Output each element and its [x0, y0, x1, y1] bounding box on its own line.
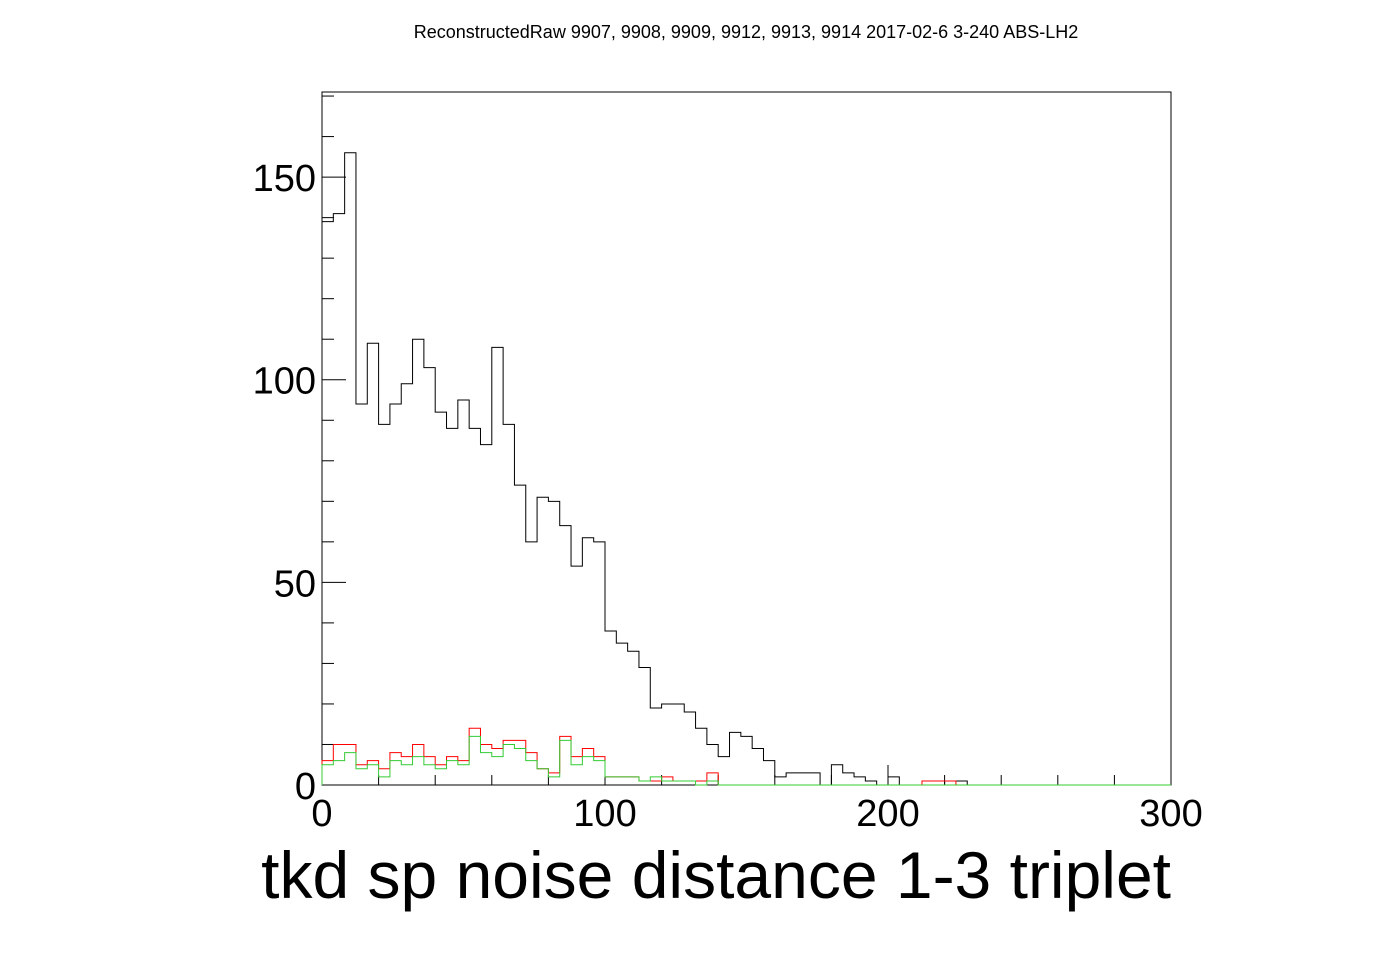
histogram-series-2	[321, 735, 1171, 786]
plot-frame	[321, 91, 1172, 786]
y-tick-label: 100	[253, 361, 316, 403]
y-axis-tick-labels: 0 50 100 150	[253, 158, 316, 808]
x-tick-label: 200	[856, 793, 919, 835]
y-tick-label: 0	[295, 766, 316, 808]
x-axis-tick-labels: 0 100 200 300	[311, 793, 1202, 835]
x-tick-label: 0	[311, 793, 332, 835]
y-tick-label: 50	[274, 563, 316, 605]
x-tick-label: 300	[1139, 793, 1202, 835]
x-axis-label: tkd sp noise distance 1-3 triplet	[261, 838, 1171, 912]
chart-title: ReconstructedRaw 9907, 9908, 9909, 9912,…	[414, 22, 1078, 42]
x-axis-ticks	[321, 765, 1172, 785]
y-axis-ticks	[322, 95, 346, 786]
histogram-series	[321, 152, 1171, 786]
y-tick-label: 150	[253, 158, 316, 200]
histogram-series-0	[321, 152, 1171, 786]
x-tick-label: 100	[573, 793, 636, 835]
